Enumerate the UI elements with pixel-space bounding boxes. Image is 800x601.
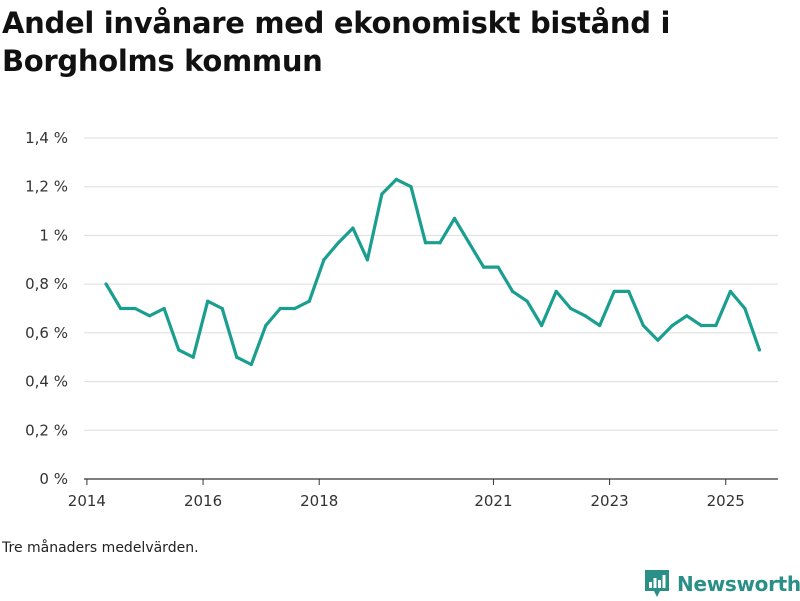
data-point xyxy=(380,192,384,196)
data-point xyxy=(569,306,573,311)
y-tick-label: 0,4 % xyxy=(25,373,68,391)
data-point xyxy=(685,314,689,318)
data-point xyxy=(656,338,660,342)
data-point xyxy=(728,289,732,294)
data-point xyxy=(177,348,181,352)
data-point xyxy=(641,323,645,328)
x-tick-label: 2018 xyxy=(300,492,338,510)
y-tick-label: 1,2 % xyxy=(25,178,68,196)
data-point xyxy=(510,289,515,294)
data-point xyxy=(220,306,224,311)
data-point xyxy=(394,177,399,182)
y-tick-label: 0,8 % xyxy=(25,275,68,293)
data-point xyxy=(249,362,253,367)
data-point xyxy=(293,306,297,311)
data-point xyxy=(365,258,370,262)
data-point xyxy=(554,289,558,294)
y-tick-label: 1 % xyxy=(39,226,68,244)
data-point xyxy=(336,241,340,245)
y-tick-label: 1,4 % xyxy=(25,129,68,147)
y-axis-ticks: 0 % 0,2 % 0,4 % 0,6 % 0,8 % 1 % 1,2 % 1,4 % xyxy=(25,129,68,488)
data-point xyxy=(264,323,268,328)
data-point xyxy=(438,241,442,245)
data-point xyxy=(307,299,311,303)
data-point xyxy=(409,185,413,189)
data-point xyxy=(612,289,616,294)
data-point xyxy=(452,216,457,220)
data-point xyxy=(133,306,137,311)
x-tick-label: 2025 xyxy=(707,492,745,510)
gridlines xyxy=(84,137,778,431)
chart-title: Andel invånare med ekonomiskt bistånd i … xyxy=(2,6,671,78)
data-point xyxy=(743,306,747,311)
newsworthy-logo-icon xyxy=(645,570,669,597)
series xyxy=(104,177,762,367)
y-tick-label: 0 % xyxy=(39,470,68,488)
series-line xyxy=(104,177,762,367)
data-point xyxy=(699,323,703,328)
data-point xyxy=(351,226,355,230)
x-tick-label: 2021 xyxy=(474,492,512,510)
data-point xyxy=(467,241,471,245)
data-point xyxy=(496,265,500,269)
data-point xyxy=(481,265,486,269)
data-point xyxy=(278,306,282,311)
data-point xyxy=(757,348,762,352)
data-point xyxy=(540,323,544,328)
x-axis-ticks: 2014 2016 2018 2021 2023 2025 xyxy=(68,479,745,510)
data-point xyxy=(627,289,631,294)
data-point xyxy=(598,323,602,328)
x-tick-label: 2016 xyxy=(184,492,222,510)
y-tick-label: 0,2 % xyxy=(25,421,68,439)
data-point xyxy=(583,314,587,318)
data-point xyxy=(525,299,529,303)
x-tick-label: 2023 xyxy=(590,492,628,510)
data-point xyxy=(423,241,428,245)
data-point xyxy=(104,282,108,286)
newsworthy-logo-text: Newsworthy xyxy=(677,572,800,596)
x-tick-label: 2014 xyxy=(68,492,106,510)
data-point xyxy=(191,355,195,359)
data-point xyxy=(162,306,166,311)
data-point xyxy=(714,323,718,328)
data-point xyxy=(148,314,152,318)
y-tick-label: 0,6 % xyxy=(25,324,68,342)
data-point xyxy=(670,323,674,328)
data-point xyxy=(206,299,210,303)
data-point xyxy=(235,355,239,359)
data-point xyxy=(322,258,326,262)
data-point xyxy=(118,306,123,311)
newsworthy-logo[interactable]: Newsworthy xyxy=(644,567,800,601)
chart-note: Tre månaders medelvärden. xyxy=(2,540,199,556)
